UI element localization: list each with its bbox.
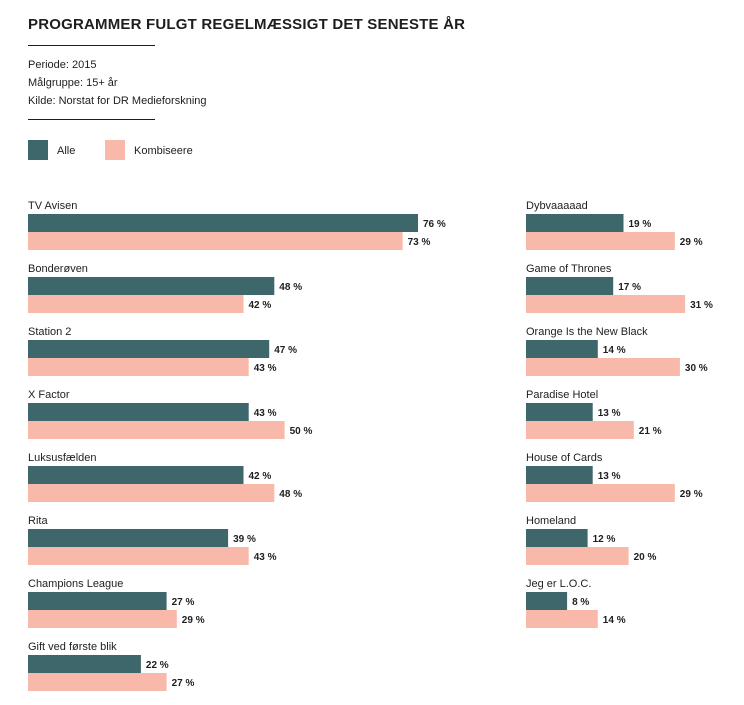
value-label-kombiseere: 29 %: [680, 489, 703, 500]
category-label: Rita: [28, 515, 48, 527]
title-divider: [28, 45, 155, 46]
bar-kombiseere: [526, 610, 598, 628]
category-label: Homeland: [526, 515, 576, 527]
bar-alle: [28, 214, 418, 232]
category-label: Luksusfælden: [28, 452, 97, 464]
value-label-kombiseere: 48 %: [279, 489, 302, 500]
value-label-alle: 17 %: [618, 282, 641, 293]
value-label-alle: 22 %: [146, 660, 169, 671]
bar-alle: [526, 277, 614, 295]
value-label-alle: 13 %: [598, 408, 621, 419]
bar-kombiseere: [526, 358, 680, 376]
category-label: X Factor: [28, 389, 70, 401]
value-label-alle: 27 %: [172, 597, 195, 608]
bar-alle: [526, 403, 593, 421]
bar-alle: [526, 340, 598, 358]
value-label-alle: 47 %: [274, 345, 297, 356]
bar-alle: [28, 655, 141, 673]
category-label: Paradise Hotel: [526, 389, 598, 401]
value-label-alle: 8 %: [572, 597, 589, 608]
category-label: Gift ved første blik: [28, 641, 117, 653]
value-label-alle: 43 %: [254, 408, 277, 419]
value-label-alle: 42 %: [249, 471, 272, 482]
value-label-kombiseere: 31 %: [690, 300, 713, 311]
bar-kombiseere: [526, 421, 634, 439]
bar-kombiseere: [28, 358, 249, 376]
category-label: Champions League: [28, 578, 123, 590]
bar-alle: [526, 466, 593, 484]
period-text: Periode: 2015: [28, 59, 97, 71]
value-label-kombiseere: 73 %: [408, 237, 431, 248]
bar-alle: [28, 529, 229, 547]
value-label-kombiseere: 30 %: [685, 363, 708, 374]
value-label-kombiseere: 14 %: [603, 615, 626, 626]
value-label-alle: 19 %: [629, 219, 652, 230]
bar-kombiseere: [28, 232, 403, 250]
bar-kombiseere: [526, 295, 686, 313]
value-label-kombiseere: 20 %: [634, 552, 657, 563]
value-label-kombiseere: 50 %: [290, 426, 313, 437]
chart-title: PROGRAMMER FULGT REGELMÆSSIGT DET SENEST…: [28, 16, 466, 33]
bar-kombiseere: [28, 610, 177, 628]
value-label-kombiseere: 43 %: [254, 363, 277, 374]
category-label: Station 2: [28, 326, 71, 338]
bar-alle: [28, 403, 249, 421]
bar-alle: [28, 592, 167, 610]
value-label-kombiseere: 42 %: [249, 300, 272, 311]
bar-alle: [28, 466, 244, 484]
bar-alle: [526, 592, 568, 610]
value-label-kombiseere: 29 %: [182, 615, 205, 626]
value-label-alle: 39 %: [233, 534, 256, 545]
legend-label-kombiseere: Kombiseere: [134, 145, 193, 157]
legend-swatch-kombiseere: [105, 140, 125, 160]
value-label-alle: 12 %: [593, 534, 616, 545]
bar-kombiseere: [526, 484, 675, 502]
bar-kombiseere: [28, 547, 249, 565]
legend-label-alle: Alle: [57, 145, 76, 157]
bar-alle: [28, 340, 270, 358]
value-label-alle: 48 %: [279, 282, 302, 293]
value-label-alle: 13 %: [598, 471, 621, 482]
category-label: TV Avisen: [28, 200, 77, 212]
bar-alle: [526, 214, 624, 232]
bar-kombiseere: [28, 295, 244, 313]
bar-kombiseere: [28, 421, 285, 439]
value-label-alle: 14 %: [603, 345, 626, 356]
category-label: House of Cards: [526, 452, 603, 464]
bar-kombiseere: [526, 232, 675, 250]
value-label-alle: 76 %: [423, 219, 446, 230]
bar-alle: [526, 529, 588, 547]
meta-divider: [28, 119, 155, 120]
target-group-text: Målgruppe: 15+ år: [28, 77, 118, 89]
value-label-kombiseere: 27 %: [172, 678, 195, 689]
category-label: Bonderøven: [28, 263, 88, 275]
bar-kombiseere: [28, 673, 167, 691]
bar-kombiseere: [28, 484, 275, 502]
source-text: Kilde: Norstat for DR Medieforskning: [28, 95, 207, 107]
value-label-kombiseere: 21 %: [639, 426, 662, 437]
bar-kombiseere: [526, 547, 629, 565]
category-label: Jeg er L.O.C.: [526, 578, 591, 590]
legend-swatch-alle: [28, 140, 48, 160]
category-label: Dybvaaaaad: [526, 200, 588, 212]
bar-alle: [28, 277, 275, 295]
category-label: Game of Thrones: [526, 263, 612, 275]
value-label-kombiseere: 43 %: [254, 552, 277, 563]
value-label-kombiseere: 29 %: [680, 237, 703, 248]
category-label: Orange Is the New Black: [526, 326, 648, 338]
